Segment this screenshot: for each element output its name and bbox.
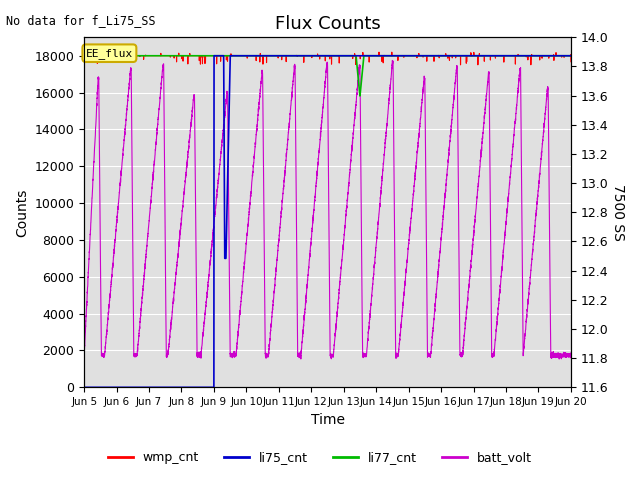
Y-axis label: 7500 SS: 7500 SS bbox=[611, 184, 625, 241]
X-axis label: Time: Time bbox=[310, 413, 344, 427]
Y-axis label: Counts: Counts bbox=[15, 188, 29, 237]
Text: No data for f_Li75_SS: No data for f_Li75_SS bbox=[6, 14, 156, 27]
Legend: wmp_cnt, li75_cnt, li77_cnt, batt_volt: wmp_cnt, li75_cnt, li77_cnt, batt_volt bbox=[103, 446, 537, 469]
Text: EE_flux: EE_flux bbox=[86, 48, 133, 59]
Title: Flux Counts: Flux Counts bbox=[275, 15, 380, 33]
